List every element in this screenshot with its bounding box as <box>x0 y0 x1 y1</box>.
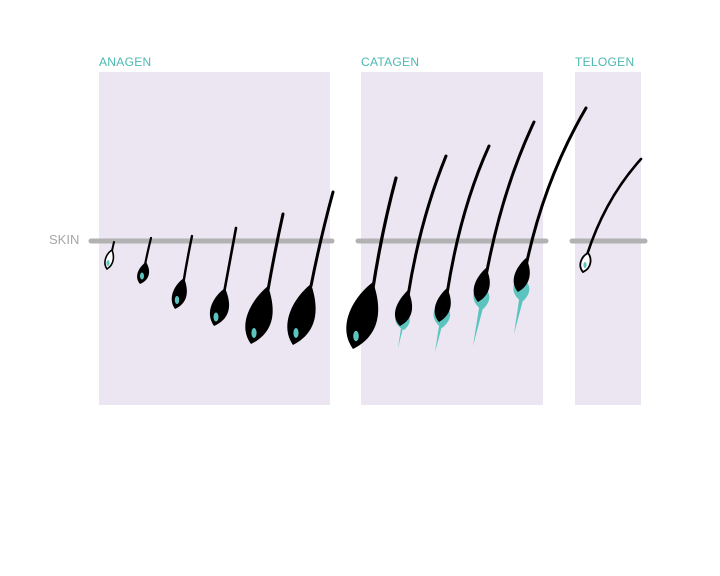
anagen-label: ANAGEN <box>99 55 151 69</box>
catagen-label: CATAGEN <box>361 55 419 69</box>
anagen-follicle-3 <box>171 234 194 309</box>
telogen-follicle <box>579 157 643 274</box>
catagen-follicle-5 <box>513 106 588 334</box>
skin-label: SKIN <box>49 232 79 247</box>
anagen-follicle-5 <box>245 212 285 344</box>
anagen-follicle-1 <box>104 241 115 271</box>
anagen-follicle-4 <box>209 226 238 326</box>
catagen-follicle-3 <box>433 144 491 352</box>
telogen-label: TELOGEN <box>575 55 634 69</box>
catagen-follicle-1 <box>346 176 398 349</box>
catagen-follicle-2 <box>394 154 448 348</box>
catagen-follicle-4 <box>473 120 536 346</box>
anagen-follicle-6 <box>287 190 335 345</box>
anagen-follicle-2 <box>137 236 153 284</box>
